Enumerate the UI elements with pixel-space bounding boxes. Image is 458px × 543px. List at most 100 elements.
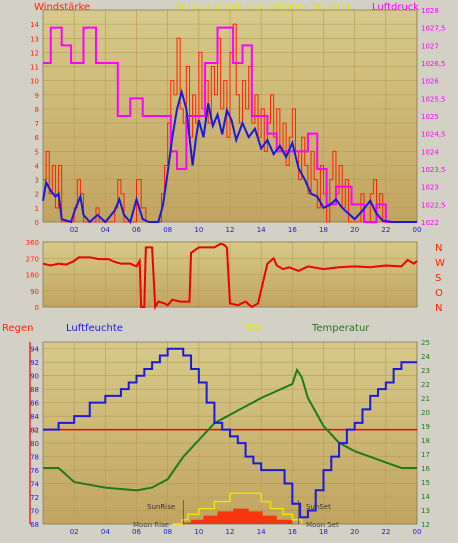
- wind-panel-x-tick: 14: [257, 226, 266, 234]
- humidity-series: [43, 347, 417, 519]
- climate-panel-x-tick: 08: [163, 528, 172, 536]
- wind-y-tick: 8: [35, 106, 39, 114]
- temperature-y-tick: 15: [421, 479, 430, 487]
- compass-w: W: [435, 258, 445, 269]
- climate-panel-x-tick: 02: [70, 528, 79, 536]
- direction-y-tick: 0: [35, 304, 39, 312]
- wind-y-tick: 5: [35, 148, 39, 156]
- compass-o: O: [435, 288, 443, 299]
- climate-panel-x-tick: 10: [194, 528, 203, 536]
- pressure-y-tick: 1022,5: [421, 201, 446, 209]
- temperature-y-tick: 13: [421, 507, 430, 515]
- legend-rain: Regen: [2, 323, 34, 334]
- solar-series: [180, 508, 293, 524]
- wind-y-tick: 7: [35, 120, 39, 128]
- climate-panel-x-tick: 06: [132, 528, 141, 536]
- wind-axis-label: Windstärke: [34, 2, 90, 13]
- direction-y-tick: 180: [26, 272, 39, 280]
- humidity-y-tick: 68: [30, 521, 39, 529]
- climate-panel-x-tick: 00: [413, 528, 422, 536]
- humidity-y-tick: 84: [30, 413, 39, 421]
- wind-panel-x-tick: 22: [381, 226, 390, 234]
- wind-y-tick: 3: [35, 177, 39, 185]
- sunset-label: SunSet: [306, 503, 331, 511]
- wind-y-tick: 9: [35, 92, 39, 100]
- uv-series: [172, 492, 303, 525]
- humidity-y-tick: 72: [30, 494, 39, 502]
- climate-panel-x-tick: 20: [350, 528, 359, 536]
- legend-humidity: Luftfeuchte: [66, 323, 123, 334]
- rain-zero-label: 0: [34, 427, 38, 435]
- compass-n-top: N: [435, 243, 442, 254]
- pressure-y-tick: 1024,5: [421, 131, 446, 139]
- pressure-y-tick: 1026,5: [421, 60, 446, 68]
- temperature-y-tick: 25: [421, 339, 430, 347]
- temperature-y-tick: 16: [421, 465, 430, 473]
- humidity-y-tick: 90: [30, 373, 39, 381]
- temperature-y-tick: 21: [421, 395, 430, 403]
- temperature-y-tick: 22: [421, 381, 430, 389]
- pressure-y-tick: 1023,5: [421, 166, 446, 174]
- temperature-y-tick: 19: [421, 423, 430, 431]
- climate-panel-x-tick: 12: [226, 528, 235, 536]
- wind-panel-x-tick: 20: [350, 226, 359, 234]
- humidity-y-tick: 92: [30, 359, 39, 367]
- wind-y-tick: 0: [35, 219, 39, 227]
- wind-panel-x-tick: 00: [413, 226, 422, 234]
- wind-panel-x-tick: 08: [163, 226, 172, 234]
- temperature-y-tick: 17: [421, 451, 430, 459]
- humidity-y-tick: 74: [30, 481, 39, 489]
- wind-y-tick: 2: [35, 191, 39, 199]
- wind-panel-x-tick: 02: [70, 226, 79, 234]
- wind-y-tick: 4: [35, 162, 40, 170]
- temperature-series: [43, 367, 417, 492]
- pressure-y-tick: 1027: [421, 42, 439, 50]
- climate-panel-x-tick: 18: [319, 528, 328, 536]
- chart-title: 24 hour graph day Oktober 30 2016: [172, 2, 353, 13]
- wind-y-tick: 1: [35, 205, 39, 213]
- humidity-y-tick: 80: [30, 440, 39, 448]
- legend-temperature: Temperatur: [311, 323, 370, 334]
- wind-y-tick: 10: [30, 78, 39, 86]
- humidity-y-tick: 88: [30, 386, 39, 394]
- wind-average-series: [42, 88, 417, 225]
- humidity-y-tick: 86: [30, 400, 39, 408]
- wind-y-tick: 13: [30, 35, 39, 43]
- humidity-y-tick: 76: [30, 467, 39, 475]
- pressure-y-tick: 1026: [421, 78, 439, 86]
- pressure-series: [43, 26, 417, 223]
- wind-y-tick: 14: [30, 21, 39, 29]
- temperature-y-tick: 23: [421, 367, 430, 375]
- wind-panel-frame: [42, 9, 418, 223]
- temperature-y-tick: 20: [421, 409, 430, 417]
- climate-panel-x-tick: 22: [381, 528, 390, 536]
- wind-panel-x-tick: 16: [288, 226, 297, 234]
- humidity-y-tick: 70: [30, 508, 39, 516]
- wind-y-tick: 11: [30, 64, 39, 72]
- pressure-y-tick: 1023: [421, 184, 439, 192]
- climate-panel-x-tick: 16: [288, 528, 297, 536]
- compass-n-bottom: N: [435, 303, 442, 314]
- humidity-y-tick: 78: [30, 454, 39, 462]
- pressure-y-tick: 1024: [421, 148, 439, 156]
- humidity-y-tick: 82: [30, 427, 39, 435]
- wind-panel-x-tick: 18: [319, 226, 328, 234]
- direction-y-tick: 360: [26, 239, 39, 247]
- compass-s: S: [435, 273, 441, 284]
- wind-y-tick: 12: [30, 49, 39, 57]
- moonrise-label: Moon Rise: [133, 521, 169, 529]
- pressure-y-tick: 1027,5: [421, 25, 446, 33]
- pressure-axis-label: Luftdruck: [372, 2, 419, 13]
- temperature-y-tick: 14: [421, 493, 430, 501]
- sunrise-label: SunRise: [147, 503, 175, 511]
- climate-panel-x-tick: 04: [101, 528, 110, 536]
- climate-panel-x-tick: 14: [257, 528, 266, 536]
- wind-panel-x-tick: 06: [132, 226, 141, 234]
- pressure-y-tick: 1025,5: [421, 95, 446, 103]
- pressure-y-tick: 1028: [421, 7, 439, 15]
- pressure-y-tick: 1022: [421, 219, 439, 227]
- wind-panel-x-tick: 04: [101, 226, 110, 234]
- wind-panel-x-tick: 10: [194, 226, 203, 234]
- pressure-y-tick: 1025: [421, 113, 439, 121]
